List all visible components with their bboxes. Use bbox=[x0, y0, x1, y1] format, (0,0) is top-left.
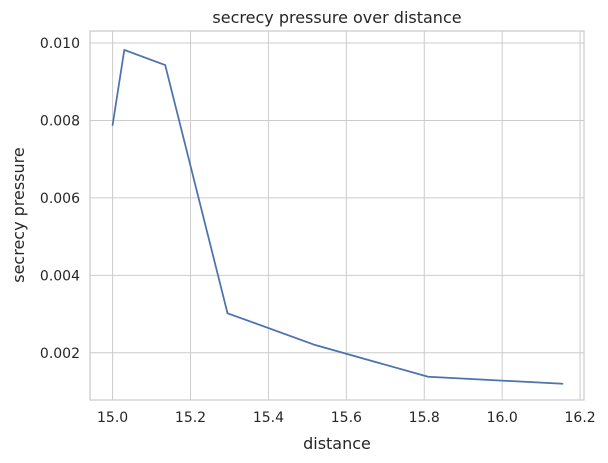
x-tick-label: 15.2 bbox=[175, 410, 206, 426]
data-point bbox=[561, 382, 564, 385]
y-tick-label: 0.004 bbox=[40, 268, 80, 284]
data-point bbox=[123, 49, 126, 51]
series-layer bbox=[111, 49, 564, 385]
y-tick-labels: 0.002 0.004 0.006 0.008 0.010 bbox=[40, 36, 80, 362]
data-point bbox=[164, 64, 166, 66]
x-axis-label: distance bbox=[303, 434, 371, 453]
plot-area bbox=[90, 31, 584, 400]
y-tick-label: 0.002 bbox=[40, 346, 80, 362]
y-tick-label: 0.010 bbox=[40, 36, 80, 52]
chart-title: secrecy pressure over distance bbox=[212, 8, 461, 27]
plot-frame bbox=[89, 30, 585, 401]
y-tick-label: 0.006 bbox=[40, 191, 80, 207]
x-tick-label: 15.6 bbox=[331, 410, 362, 426]
data-point bbox=[226, 312, 229, 315]
grid-lines bbox=[90, 31, 584, 400]
y-tick-label: 0.008 bbox=[40, 113, 80, 129]
data-point bbox=[427, 375, 429, 378]
data-point bbox=[111, 124, 114, 126]
x-tick-label: 15.8 bbox=[409, 410, 440, 426]
y-axis-label: secrecy pressure bbox=[9, 147, 28, 283]
x-tick-label: 16.2 bbox=[565, 410, 596, 426]
x-tick-label: 16.0 bbox=[487, 410, 518, 426]
x-tick-label: 15.0 bbox=[97, 410, 128, 426]
x-tick-labels: 15.0 15.2 15.4 15.6 15.8 16.0 16.2 bbox=[97, 410, 596, 426]
data-point bbox=[314, 344, 316, 346]
x-tick-label: 15.4 bbox=[253, 410, 284, 426]
